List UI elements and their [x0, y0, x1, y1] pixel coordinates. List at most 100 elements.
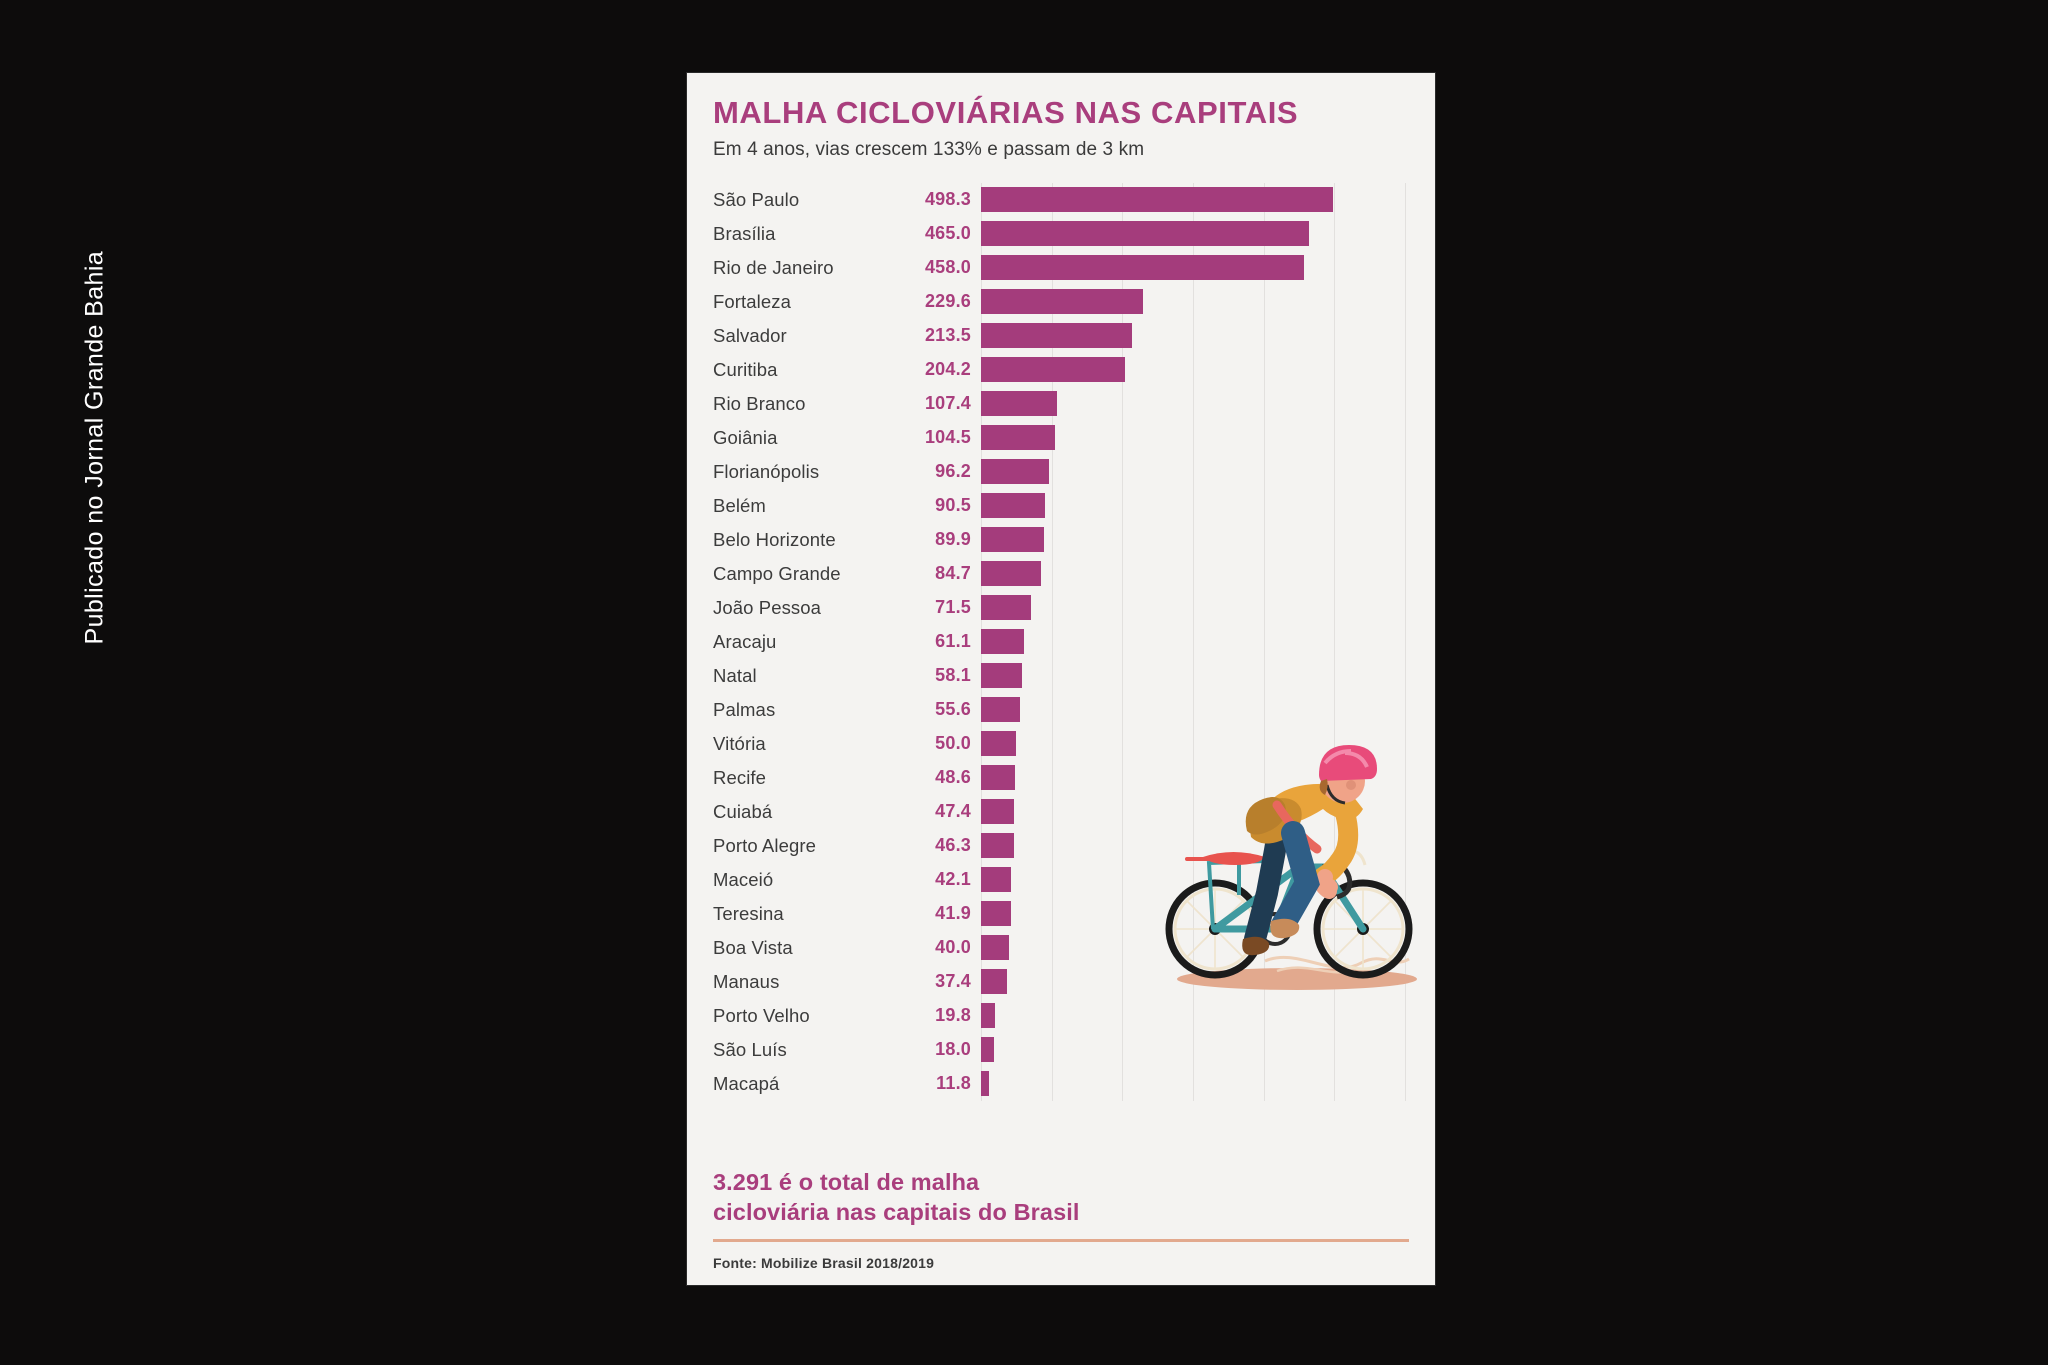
highlight-line-1: 3.291 é o total de malha	[713, 1168, 980, 1195]
chart-bar	[981, 322, 1132, 348]
chart-row-label: Maceió	[713, 868, 774, 890]
chart-row-value: 498.3	[924, 189, 971, 210]
chart-bar-cell	[981, 353, 1425, 387]
chart-bar	[981, 968, 1008, 994]
chart-row-value: 47.4	[935, 801, 971, 822]
chart-bar	[981, 798, 1015, 824]
chart-row-label: Campo Grande	[713, 562, 841, 584]
chart-bar-cell	[981, 1033, 1425, 1067]
chart-row-label: Brasília	[713, 222, 776, 244]
chart-row-label: Vitória	[713, 732, 766, 754]
card-header: MALHA CICLOVIÁRIAS NAS CAPITAIS Em 4 ano…	[687, 73, 1435, 161]
chart-bar	[981, 254, 1305, 280]
page-subtitle: Em 4 anos, vias crescem 133% e passam de…	[713, 138, 1145, 160]
chart-row-label: Recife	[713, 766, 767, 788]
chart-bar-cell	[981, 931, 1425, 965]
chart-bar	[981, 1070, 990, 1096]
chart-row-value: 42.1	[935, 869, 971, 890]
chart-row-label: Belo Horizonte	[713, 528, 836, 550]
chart-row: Florianópolis 96.2	[713, 455, 1425, 489]
chart-bar-cell	[981, 591, 1425, 625]
chart-bar-cell	[981, 693, 1425, 727]
chart-row: Boa Vista 40.0	[713, 931, 1425, 965]
chart-bar	[981, 696, 1021, 722]
chart-bar-cell	[981, 999, 1425, 1033]
chart-row-label: Belém	[713, 494, 766, 516]
chart-bar-cell	[981, 387, 1425, 421]
chart-row: Rio de Janeiro 458.0	[713, 251, 1425, 285]
source-note: Fonte: Mobilize Brasil 2018/2019	[713, 1255, 935, 1271]
chart-bar-cell	[981, 183, 1425, 217]
chart-row-label: Macapá	[713, 1072, 780, 1094]
chart-bar	[981, 730, 1017, 756]
chart-row: Manaus 37.4	[713, 965, 1425, 999]
chart-row: Goiânia 104.5	[713, 421, 1425, 455]
chart-bar	[981, 288, 1144, 314]
chart-bar	[981, 186, 1333, 212]
chart-row-label: São Paulo	[713, 188, 800, 210]
chart-row: Belo Horizonte 89.9	[713, 523, 1425, 557]
chart-bar	[981, 1002, 995, 1028]
chart-bar	[981, 526, 1045, 552]
chart-row-value: 204.2	[924, 359, 971, 380]
chart-row-label: Curitiba	[713, 358, 778, 380]
chart-row: Cuiabá 47.4	[713, 795, 1425, 829]
chart-row-label: Natal	[713, 664, 757, 686]
chart-row-value: 18.0	[935, 1039, 971, 1060]
chart-bar-cell	[981, 557, 1425, 591]
chart-bar	[981, 628, 1025, 654]
chart-plot-area: São Paulo 498.3 Brasília 465.0 Rio de Janeir…	[713, 182, 1425, 1101]
chart-row-value: 11.8	[936, 1073, 971, 1094]
chart-bar	[981, 424, 1055, 450]
chart-bar	[981, 560, 1041, 586]
chart-row-label: Manaus	[713, 970, 780, 992]
chart-row-label: Aracaju	[713, 630, 777, 652]
chart-bar-cell	[981, 795, 1425, 829]
chart-bar	[981, 492, 1045, 518]
chart-row: João Pessoa 71.5	[713, 591, 1425, 625]
chart-bar-cell	[981, 829, 1425, 863]
chart-row: Aracaju 61.1	[713, 625, 1425, 659]
chart-row-value: 213.5	[924, 325, 971, 346]
chart-bar-cell	[981, 455, 1425, 489]
chart-row: Brasília 465.0	[713, 217, 1425, 251]
chart-bar-cell	[981, 421, 1425, 455]
chart-row-label: Cuiabá	[713, 800, 773, 822]
footer-divider	[713, 1239, 1409, 1242]
chart-row-value: 458.0	[924, 257, 971, 278]
chart-bar-cell	[981, 319, 1425, 353]
chart-row-value: 107.4	[924, 393, 971, 414]
chart-row-value: 37.4	[935, 971, 971, 992]
chart-row-value: 89.9	[935, 529, 971, 550]
chart-row-label: Porto Alegre	[713, 834, 817, 856]
chart-row-label: São Luís	[713, 1038, 787, 1060]
chart-row-value: 19.8	[935, 1005, 971, 1026]
chart-row-value: 465.0	[924, 223, 971, 244]
chart-row: Rio Branco 107.4	[713, 387, 1425, 421]
chart-row-value: 41.9	[935, 903, 971, 924]
chart-row-value: 229.6	[924, 291, 971, 312]
chart-row-label: Florianópolis	[713, 460, 820, 482]
chart-bar-cell	[981, 489, 1425, 523]
chart-row-label: Goiânia	[713, 426, 778, 448]
page-title: MALHA CICLOVIÁRIAS NAS CAPITAIS	[713, 95, 1299, 130]
chart-row: Curitiba 204.2	[713, 353, 1425, 387]
chart-bar-cell	[981, 625, 1425, 659]
chart-row: Porto Velho 19.8	[713, 999, 1425, 1033]
chart-bar	[981, 390, 1057, 416]
publisher-watermark-label: Publicado no Jornal Grande Bahia	[80, 250, 109, 645]
chart-bar-cell	[981, 217, 1425, 251]
chart-bar-cell	[981, 251, 1425, 285]
chart-bar-cell	[981, 761, 1425, 795]
chart-row-label: Porto Velho	[713, 1004, 810, 1026]
chart-bar	[981, 356, 1126, 382]
chart-bar	[981, 662, 1023, 688]
chart-bar	[981, 594, 1032, 620]
chart-bar-cell	[981, 1067, 1425, 1101]
chart-row: Vitória 50.0	[713, 727, 1425, 761]
chart-bar	[981, 934, 1010, 960]
chart-bar-cell	[981, 965, 1425, 999]
chart-row-value: 104.5	[924, 427, 971, 448]
chart-row-value: 48.6	[935, 767, 971, 788]
chart-row-value: 55.6	[935, 699, 971, 720]
